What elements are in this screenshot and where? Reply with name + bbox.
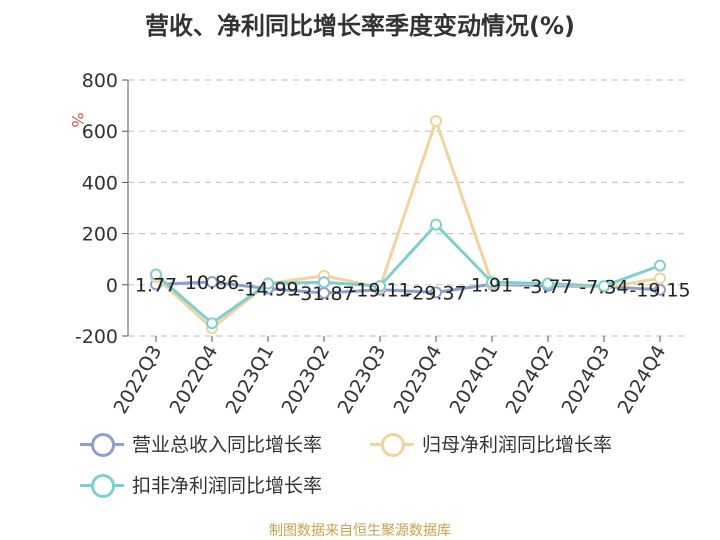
data-label: -14.99: [237, 279, 298, 301]
y-axis: -200 0 200 400 600 800: [75, 70, 129, 348]
data-point: [430, 218, 442, 231]
y-axis-label: %: [68, 112, 87, 127]
data-point: [654, 259, 666, 272]
legend-label: 归母净利润同比增长率: [422, 434, 613, 456]
data-point: [430, 286, 442, 299]
data-point: [654, 283, 666, 296]
y-tick-label: 0: [106, 275, 118, 297]
chart-title: 营收、净利同比增长率季度变动情况(%): [145, 12, 575, 40]
legend-marker: [91, 432, 115, 457]
legend-item-deducted-net-profit-growth[interactable]: 扣非净利润同比增长率: [80, 471, 322, 498]
legend-swatch: [370, 432, 414, 457]
data-point: [150, 268, 162, 281]
data-point: [206, 276, 218, 289]
source-note: 制图数据来自恒生聚源数据库: [269, 523, 451, 539]
y-tick-label: -200: [75, 326, 118, 348]
data-point: [374, 280, 386, 293]
x-tick-label: 2023Q4: [390, 342, 447, 418]
x-tick-label: 2022Q4: [166, 342, 223, 418]
data-point: [598, 280, 610, 293]
data-point: [654, 272, 666, 285]
legend-marker: [381, 432, 405, 457]
legend-swatch: [80, 432, 124, 457]
data-label: 1.77: [135, 274, 177, 296]
data-label: -19.15: [629, 280, 690, 302]
legend-swatch: [80, 473, 124, 498]
data-label: 10.86: [185, 272, 239, 294]
y-tick-label: 200: [82, 224, 118, 246]
data-label: -3.77: [523, 276, 572, 298]
data-label: -29.37: [405, 282, 466, 304]
legend-label: 扣非净利润同比增长率: [132, 475, 323, 497]
data-point: [206, 317, 218, 330]
series-lines: [150, 114, 666, 335]
x-tick-label: 2024Q1: [446, 342, 503, 418]
data-label: -19.11: [349, 280, 410, 302]
data-label: -31.87: [293, 283, 354, 305]
data-labels: 1.77 10.86-14.99-31.87-19.11-29.37 1.91 -3.…: [135, 272, 691, 305]
legend-item-revenue-growth[interactable]: 营业总收入同比增长率: [80, 430, 322, 457]
data-point: [430, 114, 442, 127]
data-label: 1.91: [471, 274, 513, 296]
data-label: -7.34: [579, 277, 628, 299]
legend-marker: [91, 473, 115, 498]
x-tick-label: 2023Q2: [278, 342, 335, 418]
y-tick-label: 400: [82, 172, 118, 194]
data-point: [318, 276, 330, 289]
y-tick-label: 600: [82, 121, 118, 143]
data-point: [486, 276, 498, 289]
data-point: [542, 277, 554, 290]
legend-item-net-profit-growth[interactable]: 归母净利润同比增长率: [370, 430, 612, 457]
x-tick-label: 2024Q3: [558, 342, 615, 418]
x-tick-label: 2024Q4: [614, 342, 671, 418]
y-tick-label: 800: [82, 70, 118, 92]
x-axis: 2022Q3 2022Q4 2023Q1 2023Q2 2023Q3 2023Q4 2024…: [110, 336, 671, 418]
x-tick-label: 2022Q3: [110, 342, 167, 418]
series-2: [150, 218, 666, 330]
x-tick-label: 2023Q1: [222, 342, 279, 418]
legend-label: 营业总收入同比增长率: [132, 434, 323, 456]
x-tick-label: 2024Q2: [502, 342, 559, 418]
series-line: [155, 222, 661, 326]
data-point: [262, 277, 274, 290]
grid-lines: [128, 79, 688, 337]
x-tick-label: 2023Q3: [334, 342, 391, 418]
